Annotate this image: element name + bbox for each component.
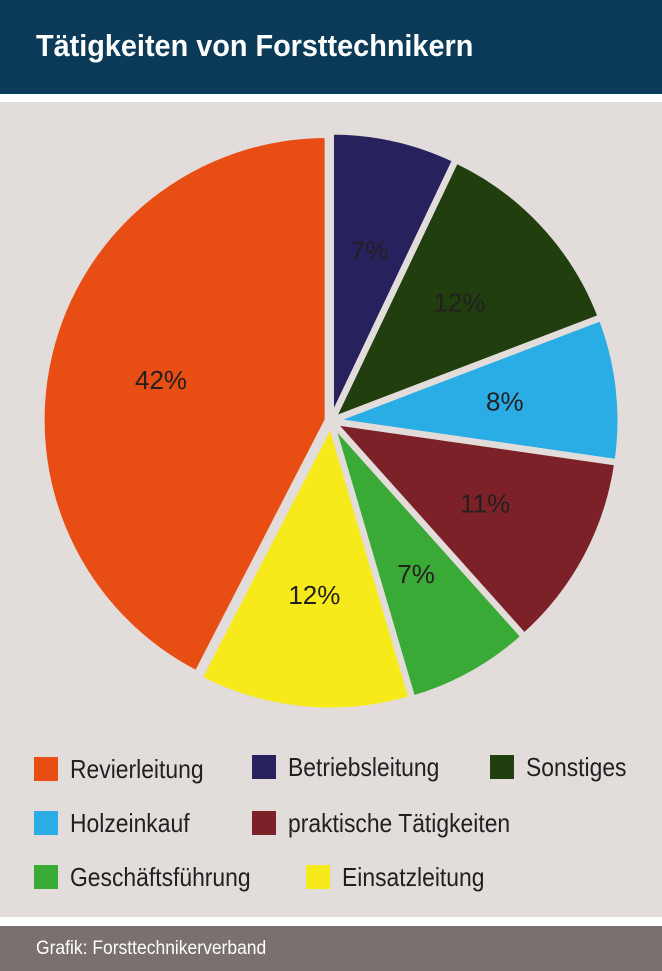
legend-label: Betriebsleitung xyxy=(288,751,440,782)
slice-label-3: 11% xyxy=(460,489,510,519)
legend-label: Einsatzleitung xyxy=(342,861,485,892)
slice-label-6: 42% xyxy=(135,365,187,395)
legend-item-betriebsleitung: Betriebsleitung xyxy=(252,752,460,782)
legend-swatch xyxy=(252,811,276,835)
legend-swatch xyxy=(490,755,514,779)
pie-slice-2 xyxy=(333,317,622,463)
pie-chart: 7% 12% 8% 11% 7% 12% 42% xyxy=(40,130,622,712)
legend-swatch xyxy=(34,811,58,835)
pie-slice-4 xyxy=(331,422,525,700)
pie-slice-5 xyxy=(198,423,413,712)
legend-swatch xyxy=(34,865,58,889)
legend-swatch xyxy=(252,755,276,779)
legend-item-einsatzleitung: Einsatzleitung xyxy=(306,862,504,892)
pie-slice-0 xyxy=(329,130,457,419)
pie-slice-1 xyxy=(332,159,602,420)
legend-swatch xyxy=(34,757,58,781)
slice-label-2: 8% xyxy=(486,387,524,417)
legend-item-geschaeftsfuehrung: Geschäftsführung xyxy=(34,862,275,892)
legend-label: Sonstiges xyxy=(526,751,627,782)
slice-label-0: 7% xyxy=(351,235,389,265)
legend-label: Geschäftsführung xyxy=(70,861,251,892)
legend-item-revierleitung: Revierleitung xyxy=(34,754,222,784)
source-credit: Grafik: Forsttechnikerverband xyxy=(36,938,267,959)
legend-label: Revierleitung xyxy=(70,753,204,784)
header-bar: Tätigkeiten von Forsttechnikern xyxy=(0,0,662,94)
pie-slice-3 xyxy=(332,421,619,637)
legend-label: Holzeinkauf xyxy=(70,807,190,838)
legend-swatch xyxy=(306,865,330,889)
slice-label-4: 7% xyxy=(397,559,435,589)
legend-label: praktische Tätigkeiten xyxy=(288,807,511,838)
footer-bar: Grafik: Forsttechnikerverband xyxy=(0,926,662,971)
chart-title: Tätigkeiten von Forsttechnikern xyxy=(36,28,474,63)
legend-item-praktische-taetigkeiten: praktische Tätigkeiten xyxy=(252,808,540,838)
pie-slice-6 xyxy=(40,133,329,675)
legend-item-holzeinkauf: Holzeinkauf xyxy=(34,808,206,838)
slice-label-1: 12% xyxy=(433,287,485,317)
legend-item-sonstiges: Sonstiges xyxy=(490,752,640,782)
slice-label-5: 12% xyxy=(288,580,340,610)
chart-panel: 7% 12% 8% 11% 7% 12% 42% Revierleitung Betrieb… xyxy=(0,102,662,917)
